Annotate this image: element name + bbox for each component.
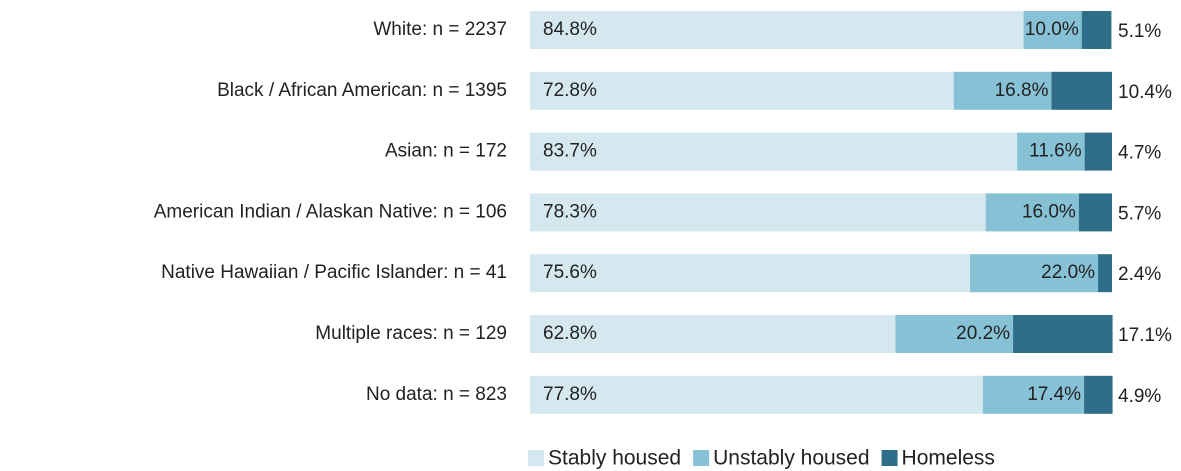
bar-segment xyxy=(530,11,1024,49)
category-label: Black / African American: n = 1395 xyxy=(217,80,507,101)
bar-segment xyxy=(1078,193,1112,232)
value-label: 17.1% xyxy=(1118,325,1172,346)
bar-segment xyxy=(530,132,1018,171)
value-label: 75.6% xyxy=(543,262,597,283)
legend-swatch xyxy=(693,450,710,466)
bar-segment xyxy=(985,193,1079,232)
bar-segment xyxy=(530,315,896,353)
category-label: White: n = 2237 xyxy=(373,19,507,40)
bar-segment xyxy=(895,315,1014,353)
bar-segment xyxy=(1051,71,1112,110)
category-label: Asian: n = 172 xyxy=(385,141,507,162)
category-label: Multiple races: n = 129 xyxy=(315,323,507,344)
value-label: 20.2% xyxy=(956,323,1010,344)
value-label: 77.8% xyxy=(543,384,597,405)
legend-label: Homeless xyxy=(902,447,995,470)
bar-segment xyxy=(1023,11,1082,49)
value-label: 10.4% xyxy=(1118,82,1172,103)
value-label: 4.9% xyxy=(1118,386,1161,407)
value-label: 16.0% xyxy=(1022,201,1076,222)
value-label: 84.8% xyxy=(543,19,597,40)
value-label: 5.1% xyxy=(1118,21,1161,42)
legend-swatch xyxy=(881,450,898,466)
value-label: 2.4% xyxy=(1118,264,1161,285)
bar-segment xyxy=(530,254,970,293)
bar-segment xyxy=(1017,132,1085,171)
value-label: 11.6% xyxy=(1029,141,1082,162)
value-label: 22.0% xyxy=(1041,262,1095,283)
bar-segment xyxy=(982,375,1085,414)
category-label: Native Hawaiian / Pacific Islander: n = … xyxy=(161,262,507,283)
value-label: 17.4% xyxy=(1027,384,1081,405)
bar-segment xyxy=(530,375,983,414)
value-label: 78.3% xyxy=(543,201,597,222)
value-label: 62.8% xyxy=(543,323,597,344)
bar-segment xyxy=(1098,254,1112,293)
category-label: American Indian / Alaskan Native: n = 10… xyxy=(154,201,507,222)
value-label: 16.8% xyxy=(995,80,1049,101)
bar-segment xyxy=(969,254,1099,293)
value-label: 83.7% xyxy=(543,141,597,162)
category-label: No data: n = 823 xyxy=(366,384,507,405)
bar-segment xyxy=(953,71,1052,110)
legend-label: Stably housed xyxy=(548,447,681,470)
bar-segment xyxy=(1081,11,1112,49)
bar-segment xyxy=(530,193,986,232)
legend-label: Unstably housed xyxy=(713,447,869,470)
value-label: 72.8% xyxy=(543,80,597,101)
legend-swatch xyxy=(528,450,544,466)
bar-segment xyxy=(530,71,954,110)
value-label: 5.7% xyxy=(1118,203,1161,224)
bar-segment xyxy=(1084,375,1113,414)
bar-segment xyxy=(1013,315,1113,353)
value-label: 4.7% xyxy=(1118,143,1161,164)
bar-segment xyxy=(1084,132,1112,171)
value-label: 10.0% xyxy=(1025,19,1079,40)
